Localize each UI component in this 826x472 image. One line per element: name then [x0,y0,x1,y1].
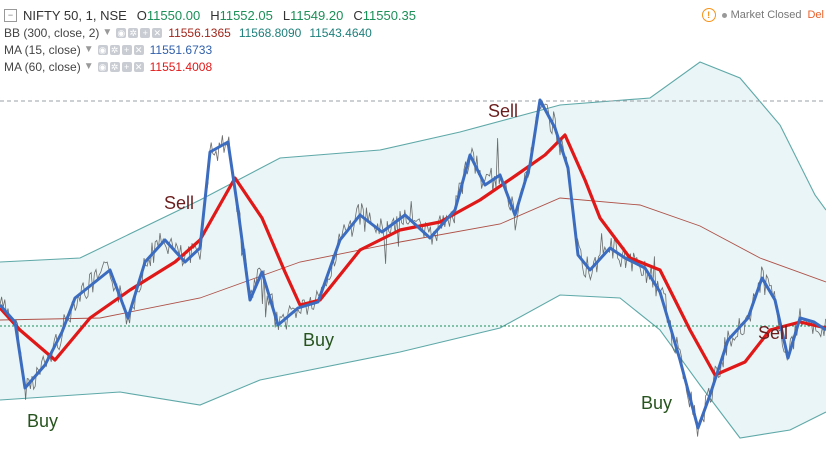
indicator-controls: ◉ ✲ + ✕ [97,44,144,55]
indicator-name-bb[interactable]: BB (300, close, 2) [4,25,100,40]
ma15-value: 11551.6733 [149,42,213,57]
ohlc-close-value: 11550.35 [362,8,416,23]
indicator-lines [0,98,826,437]
warning-icon[interactable]: ! [701,8,716,22]
gear-icon[interactable]: ✲ [128,27,139,38]
more-icon[interactable]: + [140,27,151,38]
ohlc-low-label: L [282,8,291,23]
gear-icon[interactable]: ✲ [109,44,120,55]
indicator-row-ma60: MA (60, close) ▼ ◉ ✲ + ✕ 11551.4008 [4,58,416,75]
indicator-name-ma15[interactable]: MA (15, close) [4,42,81,57]
sell-signal-label: Sell [758,323,789,343]
collapse-legend-icon[interactable]: − [4,9,17,22]
ohlc-open-label: O [136,8,147,23]
more-icon[interactable]: + [121,44,132,55]
eye-icon[interactable]: ◉ [97,44,108,55]
chevron-down-icon[interactable]: ▼ [83,61,94,72]
indicator-controls: ◉ ✲ + ✕ [97,61,144,72]
status-dot-icon [721,12,727,18]
bb-lower-value: 11543.4640 [309,25,372,40]
indicator-row-ma15: MA (15, close) ▼ ◉ ✲ + ✕ 11551.6733 [4,41,416,58]
chevron-down-icon[interactable]: ▼ [102,27,113,38]
close-icon[interactable]: ✕ [152,27,163,38]
chevron-down-icon[interactable]: ▼ [83,44,94,55]
ma60-value: 11551.4008 [149,59,213,74]
symbol-row: − NIFTY 50, 1, NSE O 11550.00 H 11552.05 L… [4,7,416,24]
ohlc-high-label: H [210,8,220,23]
sell-signal-label: Sell [488,101,519,121]
symbol-name[interactable]: NIFTY 50, 1, NSE [23,8,127,23]
indicator-row-bb: BB (300, close, 2) ▼ ◉ ✲ + ✕ 11556.1365 … [4,24,416,41]
ohlc-high-value: 11552.05 [219,8,273,23]
market-status: ! Market Closed Del [701,8,824,22]
bollinger-band-area [0,61,826,439]
chart-legend: − NIFTY 50, 1, NSE O 11550.00 H 11552.05 L… [4,7,416,75]
buy-signal-label: Buy [27,411,59,431]
delay-label[interactable]: Del [807,9,824,21]
buy-signal-label: Buy [303,330,335,350]
bb-basis-value: 11556.1365 [168,25,231,40]
buy-signal-label: Buy [641,393,673,413]
bb-upper-value: 11568.8090 [238,25,302,40]
sell-signal-label: Sell [164,193,195,213]
gear-icon[interactable]: ✲ [109,61,120,72]
close-icon[interactable]: ✕ [133,44,144,55]
ohlc-low-value: 11549.20 [290,8,344,23]
market-status-text: Market Closed [730,9,802,21]
indicator-controls: ◉ ✲ + ✕ [116,27,163,38]
indicator-name-ma60[interactable]: MA (60, close) [4,59,81,74]
ohlc-open-value: 11550.00 [146,8,201,23]
more-icon[interactable]: + [121,61,132,72]
ohlc-close-label: C [353,8,363,23]
eye-icon[interactable]: ◉ [97,61,108,72]
eye-icon[interactable]: ◉ [116,27,127,38]
close-icon[interactable]: ✕ [133,61,144,72]
